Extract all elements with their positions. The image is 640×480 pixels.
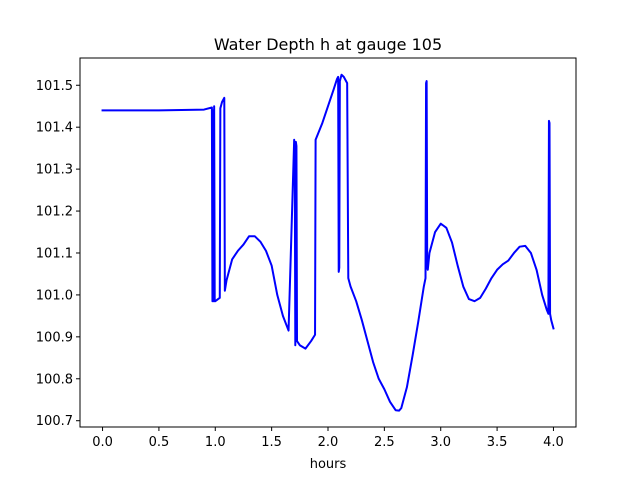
axes: 0.0 0.5 1.0 1.5 2.0 2.5 3.0 3.5 4.0 100.7 100.8 100… bbox=[36, 57, 577, 450]
y-tick-label: 101.0 bbox=[36, 288, 73, 303]
y-tick-label: 101.5 bbox=[36, 79, 73, 94]
x-tick-label: 3.0 bbox=[430, 435, 451, 450]
y-tick-label: 100.8 bbox=[36, 372, 73, 387]
x-tick-label: 4.0 bbox=[543, 435, 564, 450]
x-tick-label: 3.5 bbox=[487, 435, 508, 450]
x-tick-label: 0.0 bbox=[92, 435, 113, 450]
y-tick-label: 101.4 bbox=[36, 121, 73, 136]
x-tick-label: 1.5 bbox=[261, 435, 282, 450]
chart-title: Water Depth h at gauge 105 bbox=[214, 35, 442, 54]
plot-area bbox=[101, 73, 555, 412]
x-axis-label: hours bbox=[310, 457, 347, 472]
y-tick-label: 100.7 bbox=[36, 414, 73, 429]
x-tick-label: 0.5 bbox=[149, 435, 170, 450]
y-tick-label: 101.3 bbox=[36, 163, 73, 178]
y-tick-label: 100.9 bbox=[36, 330, 73, 345]
x-tick-label: 2.0 bbox=[318, 435, 339, 450]
y-tick-label: 101.2 bbox=[36, 205, 73, 220]
y-tick-label: 101.1 bbox=[36, 246, 73, 261]
series-line-0 bbox=[101, 73, 555, 412]
x-tick-label: 1.0 bbox=[205, 435, 226, 450]
x-tick-label: 2.5 bbox=[374, 435, 395, 450]
